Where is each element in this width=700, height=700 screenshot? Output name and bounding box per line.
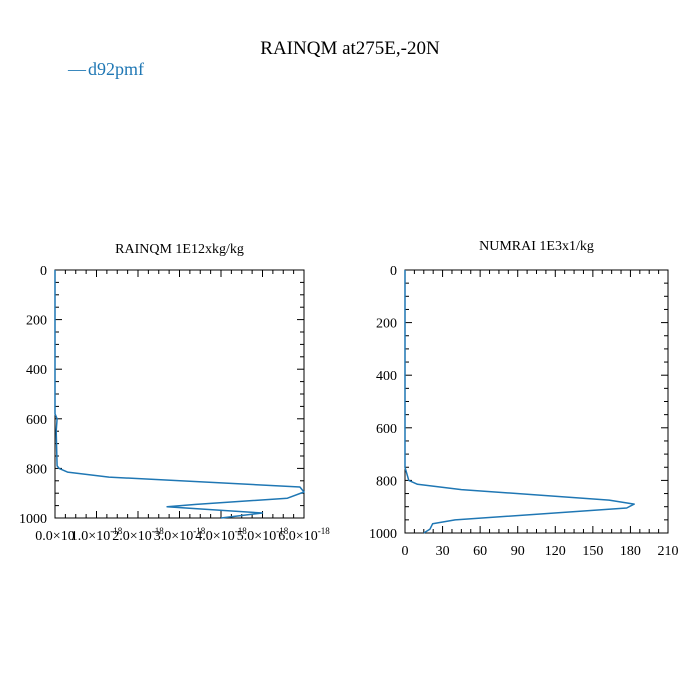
x-tick-label: 210 <box>658 544 679 559</box>
y-tick-label: 600 <box>26 413 47 428</box>
panel-title: RAINQM 1E12xkg/kg <box>115 242 244 257</box>
x-tick-label: 0 <box>402 544 409 559</box>
x-tick-label: 6.0×10-18 <box>278 526 330 544</box>
page-title: RAINQM at275E,-20N <box>260 38 440 59</box>
panel-rainqm: RAINQM 1E12xkg/kg 0 200 400 600 800 1000 0.0×10… <box>19 242 330 544</box>
x-tick-label: 180 <box>620 544 641 559</box>
y-tick-label: 1000 <box>369 527 397 542</box>
x-tick-label: 60 <box>473 544 487 559</box>
x-tick-label: 150 <box>582 544 603 559</box>
y-tick-label: 800 <box>26 462 47 477</box>
x-tick-label: 0.0×10 <box>35 529 74 544</box>
series-line-d92pmf <box>404 270 635 534</box>
x-tick-label: 3.0×10-18 <box>154 526 206 544</box>
series-line-d92pmf <box>54 270 305 519</box>
y-tick-label: 600 <box>376 422 397 437</box>
x-tick-label: 30 <box>436 544 450 559</box>
y-tick-label: 0 <box>40 264 47 279</box>
x-tick-label: 90 <box>511 544 525 559</box>
y-tick-label: 200 <box>376 317 397 332</box>
legend: — d92pmf <box>67 59 144 79</box>
x-tick-label: 120 <box>545 544 566 559</box>
x-tick-label: 1.0×10-18 <box>71 526 123 544</box>
y-tick-label: 400 <box>26 363 47 378</box>
y-tick-label: 800 <box>376 474 397 489</box>
x-tick-label: 5.0×10-18 <box>237 526 289 544</box>
y-tick-label: 400 <box>376 369 397 384</box>
x-tick-label: 4.0×10-18 <box>195 526 247 544</box>
legend-label: d92pmf <box>88 59 144 79</box>
y-tick-label: 1000 <box>19 512 47 527</box>
legend-marker: — <box>67 59 87 79</box>
plot-frame <box>404 269 669 534</box>
panel-title: NUMRAI 1E3x1/kg <box>479 239 594 254</box>
y-tick-label: 200 <box>26 314 47 329</box>
y-tick-label: 0 <box>390 264 397 279</box>
x-tick-label: 2.0×10-18 <box>112 526 164 544</box>
panel-numrai: NUMRAI 1E3x1/kg 0 200 400 600 800 1000 0 30 60 90 1… <box>369 239 679 559</box>
